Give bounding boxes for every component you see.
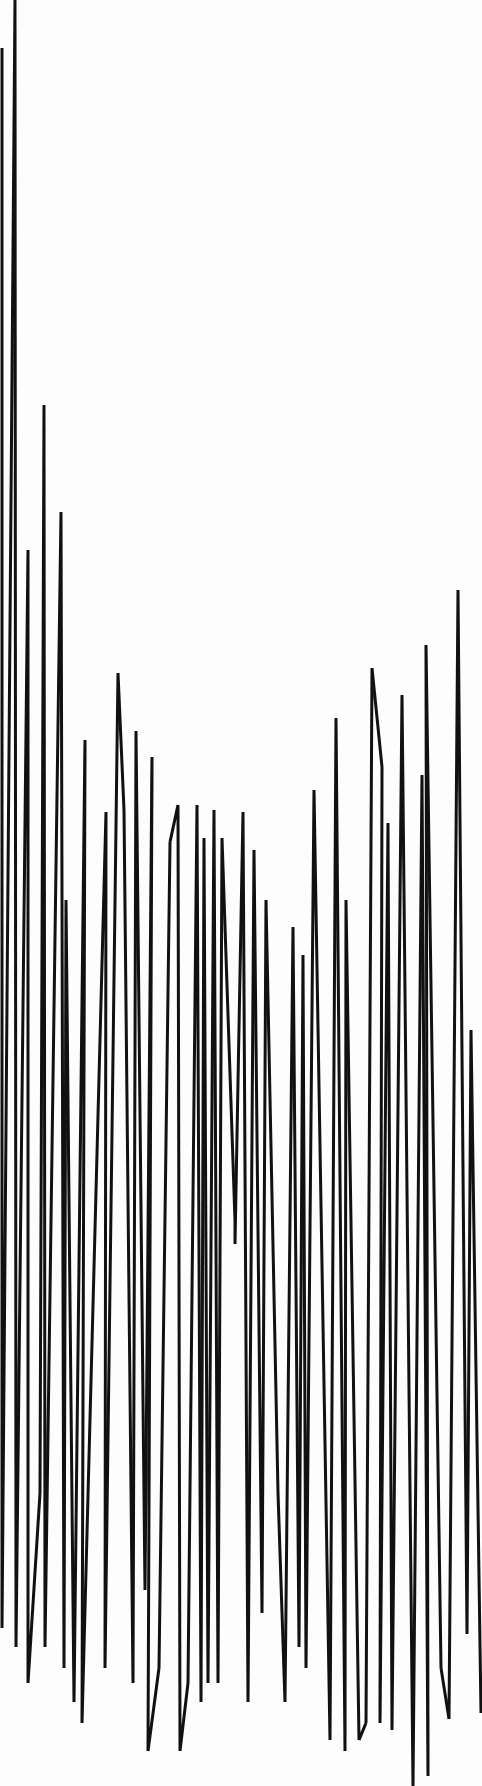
stroke-line: [157, 841, 172, 1669]
stroke-line: [312, 789, 332, 1741]
stroke-line: [390, 694, 404, 1731]
stroke-line: [122, 809, 135, 1684]
stroke-line: [43, 511, 63, 1648]
stroke-line: [364, 667, 374, 1724]
stroke-line: [246, 849, 256, 1703]
stroke-line: [80, 739, 87, 1724]
stroke-line: [465, 1029, 473, 1635]
stroke-line: [424, 644, 430, 1777]
stroke-line: [216, 837, 224, 1684]
stroke-line: [260, 899, 268, 1614]
stroke-line: [103, 672, 120, 1669]
stroke-line: [344, 899, 361, 1741]
stroke-line: [386, 822, 394, 1731]
stroke-line: [252, 849, 264, 1614]
stroke-line: [176, 804, 182, 1752]
stroke-line: [411, 774, 424, 1786]
stroke-line: [103, 811, 108, 1669]
stroke-line: [80, 811, 108, 1724]
stroke-line: [64, 899, 76, 1703]
stroke-line: [357, 1722, 368, 1741]
stroke-line: [447, 589, 460, 1720]
stroke-line: [26, 1492, 42, 1684]
stroke-line: [186, 804, 199, 1684]
stroke-line: [264, 899, 280, 1494]
stroke-line: [0, 0, 17, 1629]
stroke-line: [202, 837, 210, 1684]
stroke-line: [291, 926, 301, 1648]
stroke-line: [13, 0, 18, 1648]
stroke-line: [146, 1667, 161, 1752]
stroke-line: [241, 811, 250, 1703]
stroke-line: [334, 717, 347, 1752]
stroke-line: [276, 1492, 287, 1703]
stroke-line: [378, 822, 390, 1724]
stroke-line: [233, 811, 245, 1245]
stroke-line: [424, 644, 443, 1669]
stroke-line: [343, 899, 348, 1752]
stroke-line: [116, 672, 126, 811]
stroke-line: [134, 730, 147, 1591]
stroke-line: [14, 549, 30, 1648]
stroke-line: [469, 1029, 482, 1714]
stroke-line: [301, 954, 308, 1669]
stroke-line: [283, 926, 295, 1703]
stroke-line: [206, 809, 216, 1684]
stroke-line: [146, 756, 154, 1752]
stroke-line: [304, 789, 316, 1669]
stroke-line: [131, 730, 138, 1684]
stroke-line: [400, 694, 415, 1786]
stroke-line: [370, 667, 384, 768]
stroke-line: [62, 899, 68, 1669]
stroke-line: [456, 589, 469, 1635]
stroke-line: [178, 1682, 190, 1752]
stroke-line: [42, 404, 47, 1648]
stroke-line: [220, 837, 237, 1222]
stroke-line: [328, 717, 338, 1741]
